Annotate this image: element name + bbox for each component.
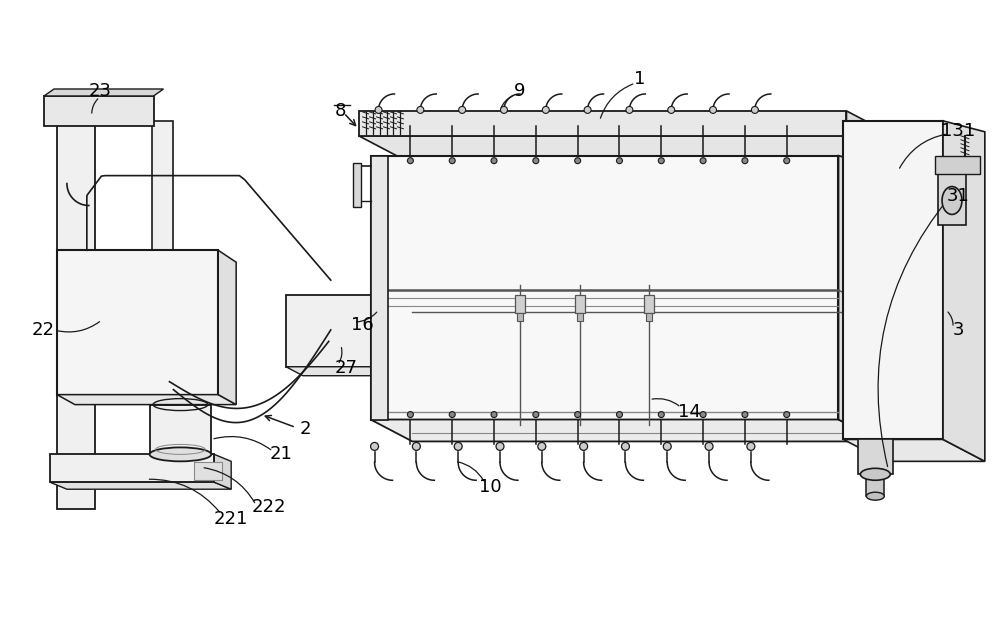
Bar xyxy=(575,295,585,313)
Text: 221: 221 xyxy=(214,510,248,528)
Text: 31: 31 xyxy=(947,186,969,204)
Polygon shape xyxy=(376,295,392,376)
Circle shape xyxy=(375,107,382,113)
Bar xyxy=(164,320,178,404)
Bar xyxy=(371,155,838,419)
Circle shape xyxy=(621,443,629,450)
Text: 10: 10 xyxy=(479,478,501,496)
Circle shape xyxy=(449,411,455,418)
Circle shape xyxy=(575,158,581,164)
Circle shape xyxy=(616,158,622,164)
Polygon shape xyxy=(371,419,880,441)
Bar xyxy=(858,440,893,474)
Circle shape xyxy=(371,443,379,450)
Polygon shape xyxy=(359,136,888,158)
Polygon shape xyxy=(214,455,231,489)
Circle shape xyxy=(412,443,420,450)
Circle shape xyxy=(584,107,591,113)
Text: 23: 23 xyxy=(88,82,111,100)
Circle shape xyxy=(459,107,466,113)
Circle shape xyxy=(784,158,790,164)
Circle shape xyxy=(705,443,713,450)
Bar xyxy=(152,121,173,394)
Polygon shape xyxy=(846,111,888,158)
Circle shape xyxy=(417,107,424,113)
Polygon shape xyxy=(44,89,163,96)
Text: 16: 16 xyxy=(351,316,374,334)
Text: 8: 8 xyxy=(335,102,346,120)
Bar xyxy=(50,455,214,482)
Circle shape xyxy=(742,158,748,164)
Circle shape xyxy=(742,411,748,418)
Circle shape xyxy=(668,107,675,113)
Text: 222: 222 xyxy=(252,498,286,516)
Circle shape xyxy=(700,158,706,164)
Text: 2: 2 xyxy=(300,421,312,438)
Bar xyxy=(935,155,980,174)
Text: 22: 22 xyxy=(32,321,55,339)
Bar xyxy=(644,295,654,313)
Circle shape xyxy=(533,158,539,164)
Bar xyxy=(286,295,376,367)
Circle shape xyxy=(491,411,497,418)
Circle shape xyxy=(407,411,413,418)
Circle shape xyxy=(491,158,497,164)
Bar xyxy=(866,474,884,496)
Bar xyxy=(150,404,211,455)
Ellipse shape xyxy=(150,448,211,461)
Polygon shape xyxy=(843,440,985,461)
Circle shape xyxy=(784,411,790,418)
Circle shape xyxy=(626,107,633,113)
Bar xyxy=(517,313,523,321)
Bar xyxy=(646,313,652,321)
Bar xyxy=(57,121,95,509)
Text: 14: 14 xyxy=(678,403,701,421)
Circle shape xyxy=(449,158,455,164)
Text: 3: 3 xyxy=(952,321,964,339)
Text: 27: 27 xyxy=(334,359,357,377)
Bar xyxy=(359,111,846,136)
Circle shape xyxy=(658,158,664,164)
Circle shape xyxy=(538,443,546,450)
Text: 1: 1 xyxy=(634,70,645,88)
Bar xyxy=(843,121,943,440)
Bar xyxy=(515,295,525,313)
Polygon shape xyxy=(838,155,880,441)
Circle shape xyxy=(710,107,717,113)
Polygon shape xyxy=(218,250,236,404)
Bar xyxy=(371,155,388,419)
Polygon shape xyxy=(50,482,231,489)
Circle shape xyxy=(580,443,588,450)
Ellipse shape xyxy=(866,492,884,500)
Circle shape xyxy=(747,443,755,450)
Polygon shape xyxy=(57,394,236,404)
Circle shape xyxy=(496,443,504,450)
Bar xyxy=(194,462,222,480)
Circle shape xyxy=(575,411,581,418)
Circle shape xyxy=(454,443,462,450)
Circle shape xyxy=(663,443,671,450)
Bar xyxy=(44,96,154,126)
Circle shape xyxy=(751,107,758,113)
Polygon shape xyxy=(943,121,985,461)
Text: 131: 131 xyxy=(941,122,975,140)
Circle shape xyxy=(700,411,706,418)
Circle shape xyxy=(658,411,664,418)
Polygon shape xyxy=(286,367,392,376)
Text: 9: 9 xyxy=(514,82,526,100)
Bar xyxy=(353,162,361,208)
Bar xyxy=(938,171,966,225)
Bar xyxy=(57,250,218,394)
Ellipse shape xyxy=(942,187,962,214)
Circle shape xyxy=(542,107,549,113)
Circle shape xyxy=(616,411,622,418)
Text: 21: 21 xyxy=(270,445,292,463)
Bar xyxy=(577,313,583,321)
Circle shape xyxy=(533,411,539,418)
Circle shape xyxy=(500,107,507,113)
Circle shape xyxy=(407,158,413,164)
Ellipse shape xyxy=(860,468,890,480)
